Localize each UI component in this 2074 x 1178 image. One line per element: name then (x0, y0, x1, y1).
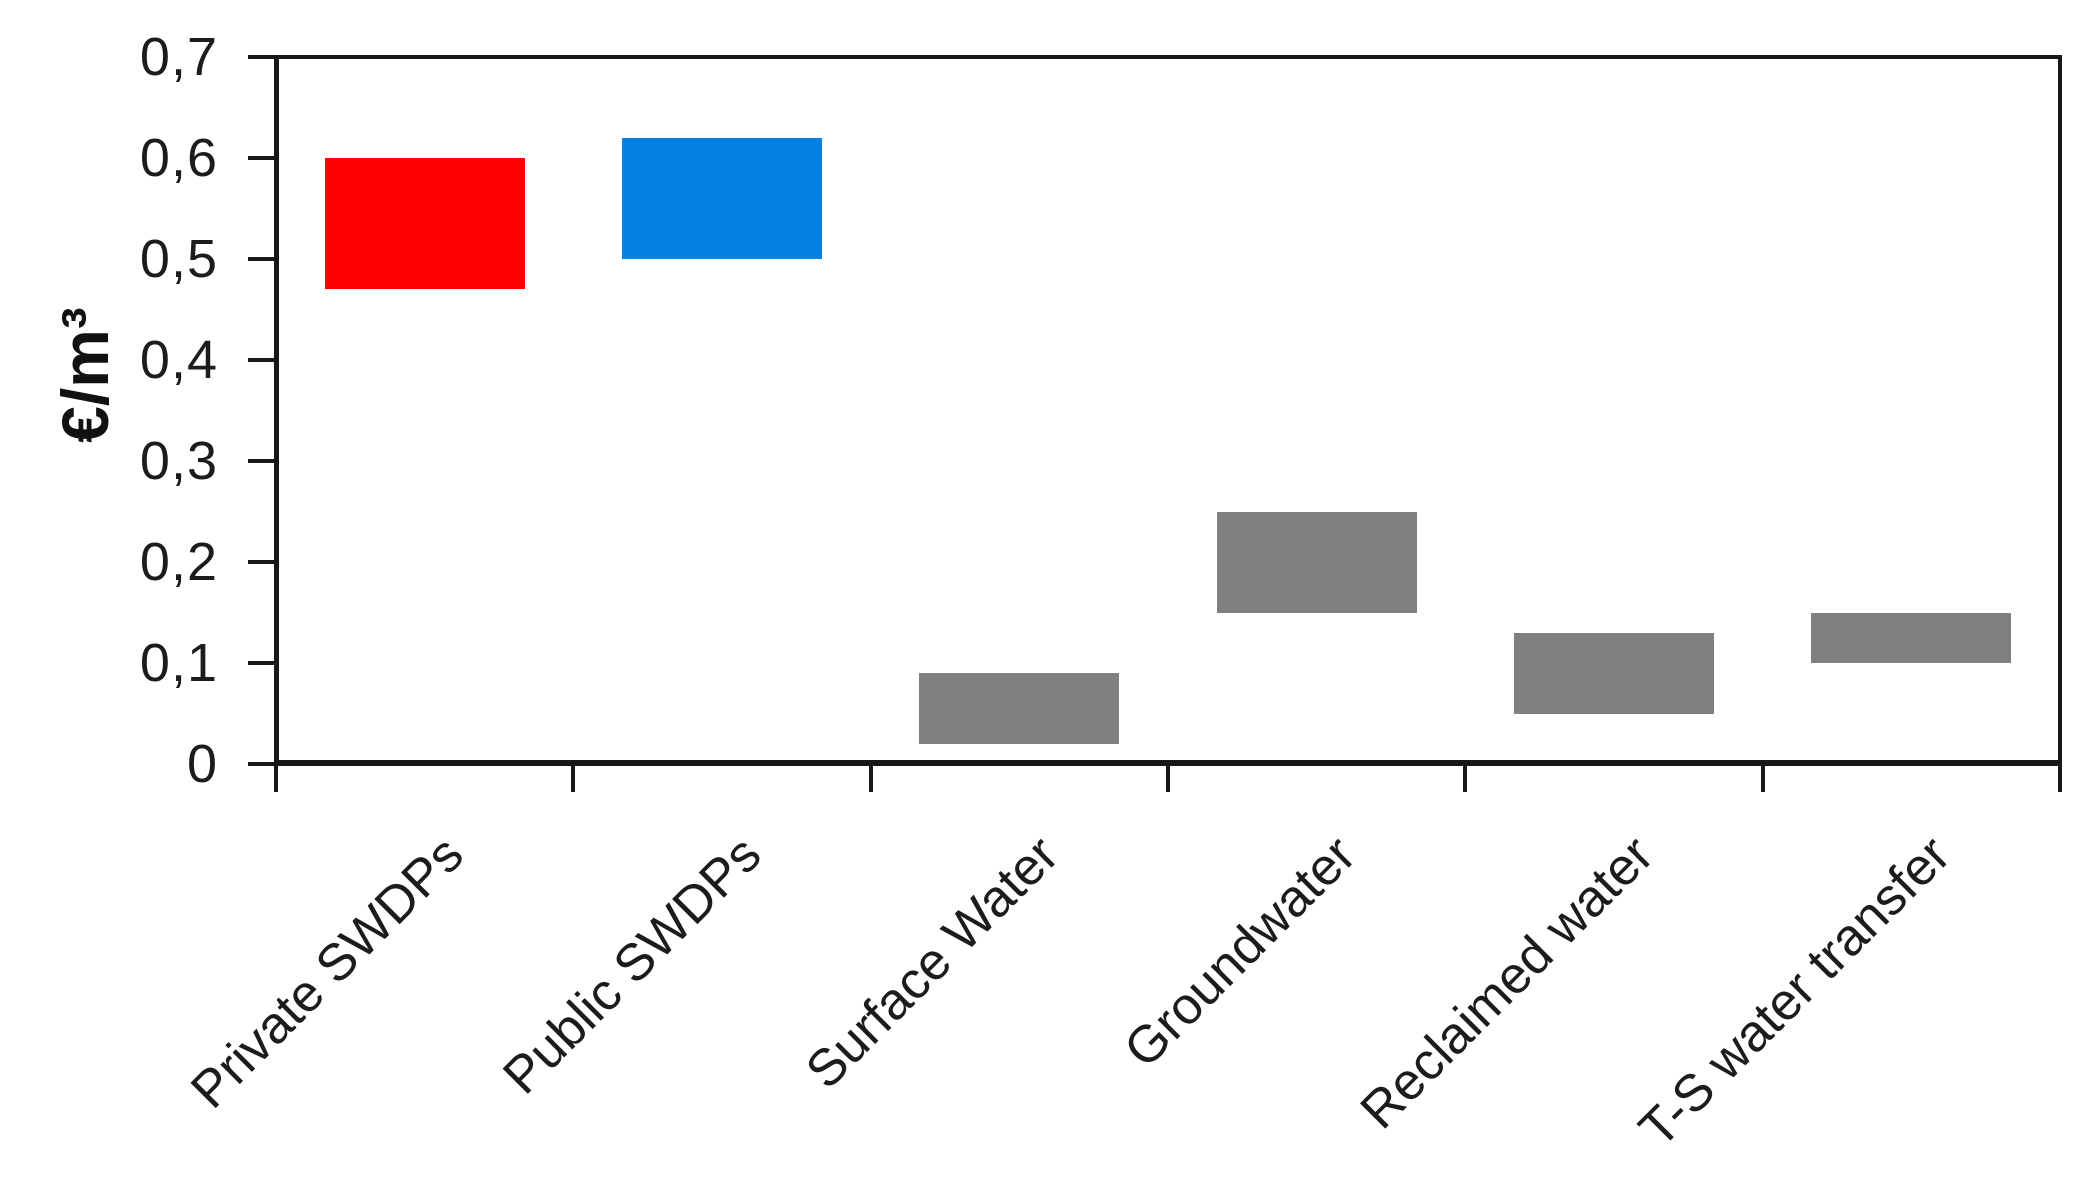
y-tick-label-0-4: 0,4 (139, 330, 218, 390)
x-tick-2 (868, 766, 873, 792)
y-tick-0-4 (248, 358, 276, 362)
y-tick-0-7 (248, 55, 276, 59)
bar-private-swdps (325, 158, 525, 289)
x-tick-1 (571, 766, 576, 792)
y-tick-0-5 (248, 257, 276, 261)
x-category-label-surface-water: Surface Water (794, 825, 1070, 1100)
y-tick-0-1 (248, 661, 276, 665)
bar-public-swdps (622, 138, 822, 259)
x-category-label-reclaimed-water: Reclaimed water (1349, 825, 1665, 1141)
y-tick-label-0-1: 0,1 (139, 633, 218, 693)
x-tick-4 (1463, 766, 1468, 792)
y-tick-0-3 (248, 459, 276, 463)
y-tick-0-6 (248, 156, 276, 160)
y-tick-label-0-5: 0,5 (139, 229, 218, 289)
x-tick-0 (274, 766, 278, 792)
bar-t-s-water-transfer (1811, 613, 2011, 663)
y-tick-label-0-3: 0,3 (139, 431, 218, 491)
x-category-label-groundwater: Groundwater (1113, 825, 1367, 1079)
bar-groundwater (1217, 512, 1417, 613)
y-tick-0 (248, 762, 276, 766)
x-tick-5 (1760, 766, 1765, 792)
y-tick-label-0-2: 0,2 (139, 532, 218, 592)
y-tick-label-0-6: 0,6 (139, 128, 218, 188)
y-tick-label-0-7: 0,7 (139, 27, 218, 87)
x-tick-6 (2058, 766, 2062, 792)
x-category-label-public-swdps: Public SWDPs (492, 825, 773, 1106)
bar-reclaimed-water (1514, 633, 1714, 714)
x-tick-3 (1166, 766, 1170, 792)
y-tick-label-0: 0 (186, 734, 218, 794)
plot-area (274, 55, 2062, 766)
x-category-label-private-swdps: Private SWDPs (180, 825, 475, 1120)
bar-surface-water (919, 673, 1119, 744)
y-tick-0-2 (248, 560, 276, 564)
x-category-label-t-s-water-transfer: T-S water transfer (1628, 825, 1962, 1159)
